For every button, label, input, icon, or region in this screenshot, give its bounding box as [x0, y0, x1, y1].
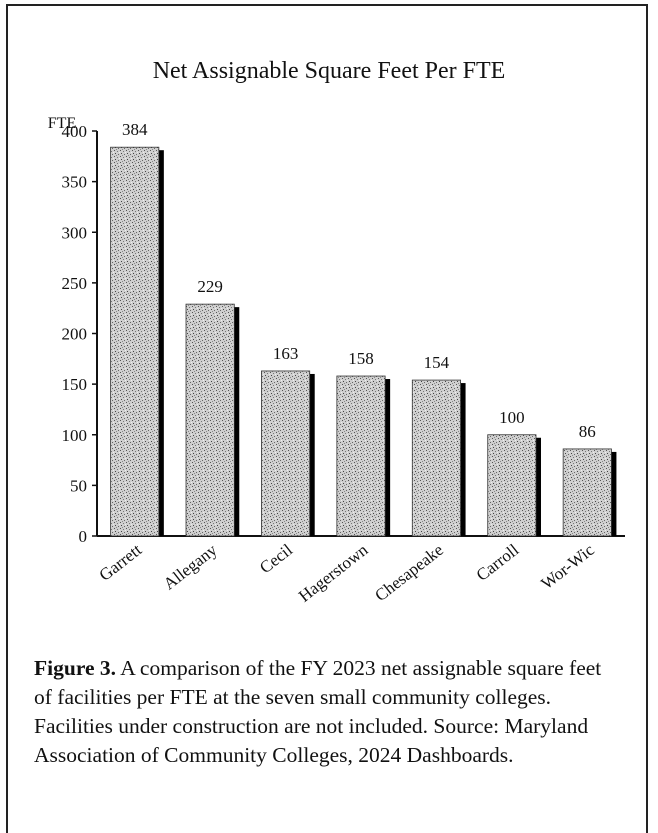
y-tick-label: 50: [70, 476, 87, 495]
bar: [261, 370, 311, 537]
data-label: 86: [579, 422, 596, 441]
y-tick-label: 100: [62, 426, 88, 445]
data-label: 384: [122, 120, 148, 139]
x-tick-label: Garrett: [96, 540, 146, 585]
data-label: 154: [424, 353, 450, 372]
bar: [185, 303, 235, 537]
bar: [487, 434, 537, 537]
data-label: 100: [499, 408, 525, 427]
data-label: 158: [348, 349, 374, 368]
bar: [411, 379, 461, 537]
y-tick-label: 400: [62, 122, 88, 141]
y-tick-label: 150: [62, 375, 88, 394]
y-tick-label: 200: [62, 325, 88, 344]
frame: [6, 4, 648, 833]
y-tick-label: 0: [79, 527, 88, 546]
caption-text: A comparison of the FY 2023 net assignab…: [34, 656, 602, 767]
y-tick-label: 250: [62, 274, 88, 293]
caption-label: Figure 3.: [34, 656, 117, 680]
x-tick-label: Allegany: [160, 540, 221, 594]
caption: Figure 3. A comparison of the FY 2023 ne…: [34, 654, 624, 770]
bar: [110, 146, 160, 537]
data-label: 163: [273, 344, 299, 363]
x-tick-label: Cecil: [256, 540, 296, 577]
y-tick-label: 300: [62, 223, 88, 242]
y-tick-label: 350: [62, 173, 88, 192]
x-tick-label: Wor-Wic: [537, 540, 598, 593]
bar: [336, 375, 386, 537]
x-tick-label: Hagerstown: [295, 540, 372, 606]
chart: Net Assignable Square Feet Per FTE FTE 0…: [48, 58, 625, 606]
x-tick-label: Chesapeake: [371, 540, 447, 605]
chart-title: Net Assignable Square Feet Per FTE: [153, 58, 506, 84]
data-label: 229: [197, 277, 223, 296]
y-axis-label: FTE: [48, 115, 76, 132]
x-tick-label: Carroll: [473, 540, 523, 585]
bar: [562, 448, 612, 537]
